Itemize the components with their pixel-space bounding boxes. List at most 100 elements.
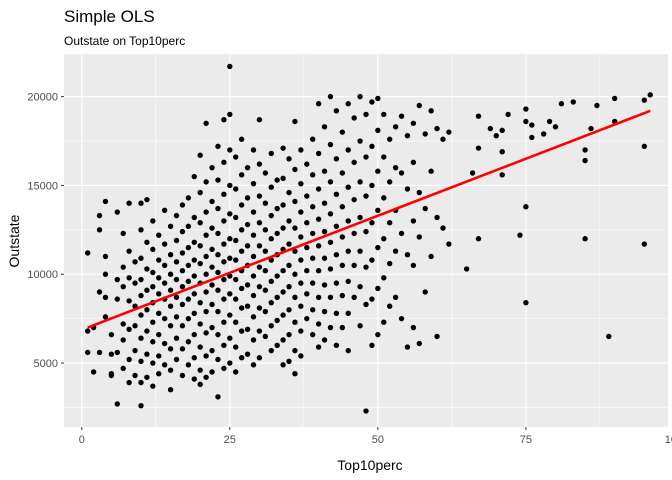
data-point — [132, 323, 138, 329]
data-point — [304, 161, 310, 167]
data-point — [150, 339, 156, 345]
data-point — [298, 234, 304, 240]
data-point — [173, 237, 180, 244]
data-point — [386, 303, 393, 309]
data-point — [256, 264, 263, 270]
y-tick-label: 15000 — [27, 180, 58, 192]
data-point — [641, 97, 648, 103]
data-point — [191, 331, 197, 338]
data-point — [203, 289, 209, 295]
data-point — [144, 328, 150, 334]
data-point — [392, 294, 399, 301]
data-point — [221, 218, 227, 224]
data-point — [233, 214, 239, 221]
data-point — [327, 141, 334, 148]
data-point — [132, 280, 138, 286]
data-point — [238, 285, 245, 292]
data-point — [286, 189, 292, 196]
data-point — [102, 314, 109, 320]
data-point — [499, 172, 505, 178]
data-point — [321, 124, 328, 130]
data-point — [244, 351, 251, 357]
data-point — [386, 136, 393, 142]
data-point — [321, 255, 328, 261]
data-point — [191, 239, 197, 245]
data-point — [410, 262, 417, 269]
data-point — [144, 287, 150, 293]
data-point — [369, 220, 375, 226]
data-point — [138, 292, 144, 299]
data-point — [197, 260, 203, 267]
data-point — [221, 241, 227, 247]
data-point — [268, 236, 274, 242]
data-point — [215, 230, 221, 237]
data-point — [304, 193, 310, 199]
data-point — [185, 339, 192, 345]
data-point — [250, 362, 257, 368]
data-point — [244, 326, 251, 333]
data-point — [321, 282, 328, 288]
data-point — [304, 244, 310, 251]
data-point — [209, 324, 215, 331]
data-point — [641, 241, 648, 247]
data-point — [233, 369, 239, 375]
data-point — [298, 209, 304, 215]
data-point — [227, 255, 233, 261]
data-point — [434, 125, 440, 132]
data-point — [327, 239, 334, 245]
data-point — [227, 182, 233, 189]
data-point — [381, 319, 387, 325]
data-point — [150, 269, 156, 276]
data-point — [375, 244, 381, 251]
data-point — [404, 252, 411, 258]
data-point — [144, 196, 150, 203]
data-point — [369, 342, 375, 348]
data-point — [144, 374, 150, 380]
data-point — [209, 198, 215, 205]
data-point — [138, 402, 144, 409]
data-point — [262, 287, 269, 293]
data-point — [333, 310, 340, 317]
data-point — [156, 291, 162, 297]
data-point — [582, 157, 588, 164]
data-point — [375, 285, 381, 292]
data-point — [167, 367, 174, 373]
data-point — [339, 234, 346, 240]
data-point — [179, 301, 186, 308]
data-point — [286, 283, 292, 290]
data-point — [262, 200, 269, 206]
data-point — [215, 331, 221, 338]
data-point — [250, 209, 257, 215]
x-tick-label: 25 — [224, 434, 236, 446]
data-point — [404, 133, 411, 139]
y-axis-ticks: 5000 10000 15000 20000 — [27, 92, 64, 370]
data-point — [185, 362, 192, 368]
data-point — [185, 278, 192, 285]
data-point — [215, 287, 221, 293]
data-point — [221, 259, 227, 265]
data-point — [215, 269, 221, 276]
data-point — [310, 136, 316, 142]
data-point — [345, 101, 351, 107]
data-point — [298, 147, 304, 153]
data-point — [179, 346, 186, 352]
data-point — [203, 120, 209, 126]
data-point — [523, 118, 529, 125]
data-point — [256, 161, 263, 167]
data-point — [410, 159, 417, 166]
data-point — [185, 244, 192, 251]
data-point — [161, 362, 168, 368]
data-point — [256, 355, 263, 361]
data-point — [185, 296, 192, 302]
data-point — [369, 257, 375, 263]
data-point — [96, 227, 103, 233]
data-point — [197, 152, 203, 158]
data-point — [250, 314, 257, 320]
data-point — [333, 280, 340, 286]
data-point — [126, 275, 132, 281]
data-point — [529, 134, 535, 141]
data-point — [185, 195, 192, 201]
data-point — [357, 323, 363, 329]
data-point — [292, 347, 298, 354]
data-point — [209, 264, 215, 270]
